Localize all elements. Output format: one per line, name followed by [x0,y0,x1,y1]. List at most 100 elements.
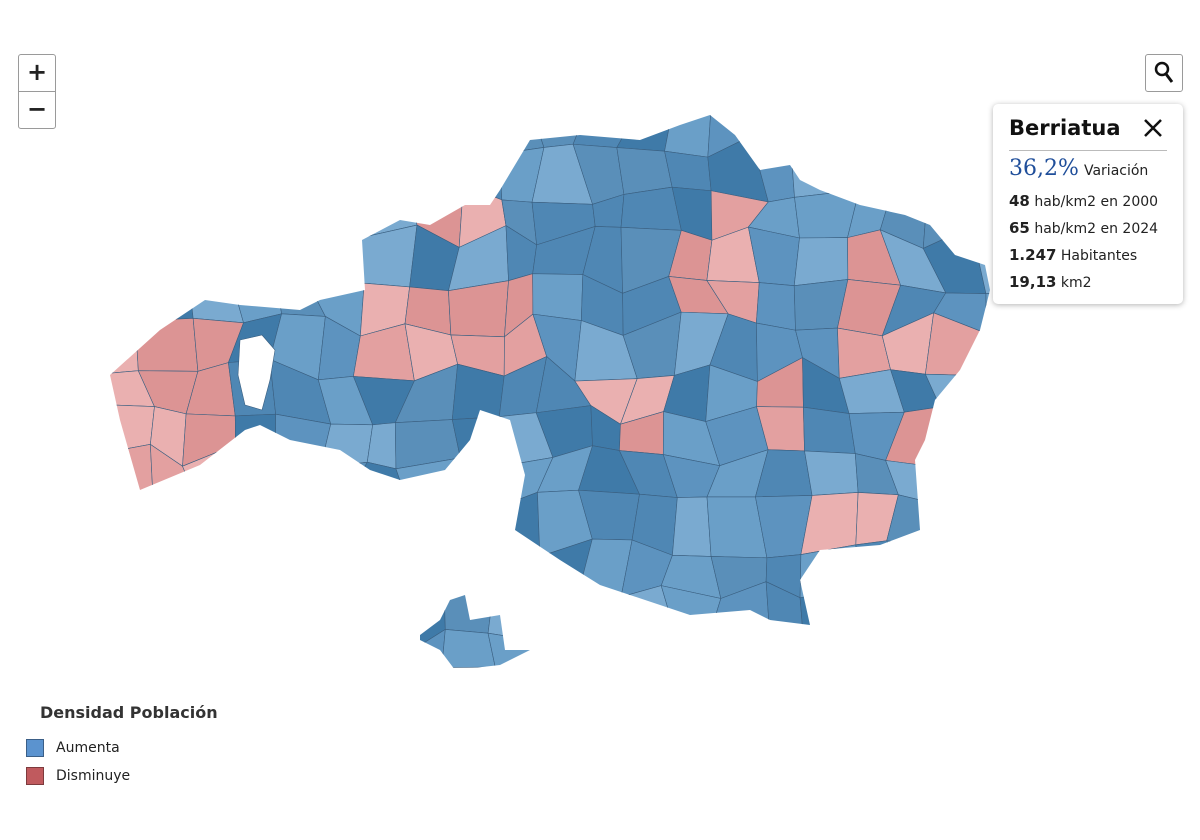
municipality[interactable] [133,636,200,682]
municipality[interactable] [802,625,855,673]
municipality[interactable] [926,399,977,467]
municipality[interactable] [925,622,992,669]
municipality[interactable] [455,506,488,558]
municipality[interactable] [756,282,796,331]
municipality[interactable] [234,413,276,464]
municipality[interactable] [225,185,282,237]
municipality[interactable] [135,317,199,372]
municipality[interactable] [804,450,859,496]
municipality[interactable] [395,107,464,161]
municipality[interactable] [197,493,235,554]
municipality[interactable] [444,105,502,155]
close-button[interactable] [1141,116,1165,140]
municipality[interactable] [572,640,626,666]
municipality[interactable] [443,138,503,201]
municipality[interactable] [846,102,901,155]
municipality[interactable] [967,374,1018,409]
municipality[interactable] [532,273,584,321]
municipality[interactable] [269,575,331,644]
municipality[interactable] [924,539,977,585]
municipality[interactable] [448,280,509,338]
municipality[interactable] [1012,408,1062,454]
municipality[interactable] [102,155,144,204]
municipality[interactable] [664,150,712,192]
municipality[interactable] [96,271,155,329]
municipality[interactable] [620,640,678,686]
municipality[interactable] [923,499,977,547]
municipality[interactable] [87,533,137,597]
municipality[interactable] [133,584,196,646]
municipality[interactable] [189,267,244,324]
zoom-in[interactable]: + [26,58,48,86]
municipality[interactable] [225,575,281,644]
municipality[interactable] [193,632,245,684]
municipality[interactable] [134,271,194,322]
municipality[interactable] [922,195,984,249]
municipality[interactable] [487,575,540,642]
municipality[interactable] [182,413,236,467]
municipality[interactable] [710,624,770,683]
municipality[interactable] [1024,447,1063,508]
municipality[interactable] [616,147,673,195]
municipality[interactable] [1031,497,1073,550]
municipality[interactable] [264,148,327,200]
municipality[interactable] [266,494,324,551]
municipality[interactable] [441,629,496,668]
municipality[interactable] [150,225,191,289]
municipality[interactable] [307,224,365,284]
municipality[interactable] [1012,597,1078,623]
municipality[interactable] [308,99,366,156]
municipality[interactable] [793,237,849,287]
municipality[interactable] [671,625,713,686]
municipality[interactable] [359,99,410,161]
municipality[interactable] [222,493,284,551]
municipality[interactable] [89,639,151,685]
municipality[interactable] [443,544,495,601]
municipality[interactable] [926,151,992,206]
municipality[interactable] [764,624,804,669]
municipality[interactable] [141,152,187,204]
municipality[interactable] [1017,621,1078,684]
municipality[interactable] [222,444,284,496]
municipality[interactable] [360,578,421,646]
municipality[interactable] [886,540,938,585]
municipality[interactable] [460,457,489,512]
municipality[interactable] [274,270,326,317]
municipality[interactable] [394,545,456,601]
municipality[interactable] [968,539,1030,599]
municipality[interactable] [887,154,928,205]
municipality[interactable] [896,577,938,647]
municipality[interactable] [672,496,712,557]
municipality[interactable] [177,141,226,204]
municipality[interactable] [1012,548,1073,598]
municipality[interactable] [854,154,895,205]
municipality[interactable] [664,99,712,158]
municipality[interactable] [99,96,143,159]
municipality[interactable] [395,138,464,205]
municipality[interactable] [971,399,1024,465]
municipality[interactable] [134,539,198,597]
municipality[interactable] [486,544,541,586]
municipality[interactable] [269,641,334,676]
municipality[interactable] [142,202,187,238]
municipality[interactable] [105,180,152,238]
municipality[interactable] [274,224,321,283]
municipality[interactable] [855,540,905,588]
municipality[interactable] [359,146,414,205]
municipality[interactable] [309,146,365,199]
municipality[interactable] [351,489,416,547]
municipality[interactable] [313,461,368,503]
municipality[interactable] [313,619,375,676]
municipality[interactable] [91,576,136,646]
municipality[interactable] [220,95,282,149]
municipality[interactable] [239,631,284,684]
municipality[interactable] [87,507,154,541]
zoom-out[interactable]: − [19,91,55,128]
municipality[interactable] [1012,369,1077,414]
municipality[interactable] [926,110,992,159]
municipality[interactable] [323,531,363,595]
municipality[interactable] [405,497,464,558]
municipality[interactable] [1018,321,1077,380]
municipality[interactable] [275,462,321,503]
municipality[interactable] [967,580,1030,632]
